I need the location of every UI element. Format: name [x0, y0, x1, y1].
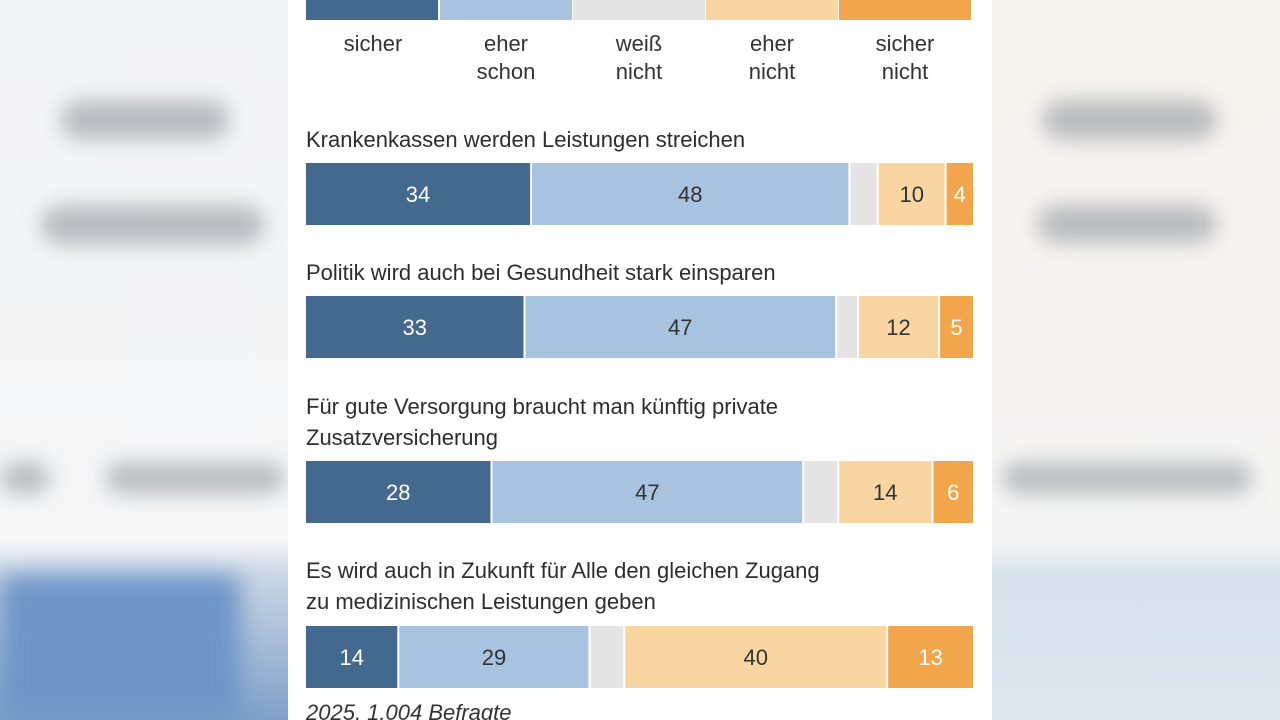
question-label: Krankenkassen werden Leistungen streiche…: [306, 127, 746, 152]
legend-label-eher_schon: eher schon: [476, 31, 536, 84]
legend-swatch-sicher_nicht: [839, 0, 971, 20]
data-label-sicher_nicht: 13: [918, 645, 942, 670]
data-label-sicher_nicht: 5: [950, 315, 962, 340]
data-label-sicher: 28: [386, 480, 410, 505]
bar-segment-sicher: [306, 461, 491, 523]
data-label-sicher_nicht: 4: [954, 182, 966, 207]
background-right: [992, 0, 1280, 720]
bar-segment-eher_schon: [399, 626, 589, 688]
bar-segment-sicher_nicht: [946, 163, 973, 225]
blurred-text: [1042, 100, 1217, 140]
stacked-bar: 14 29 40 13: [306, 626, 973, 688]
bar-segment-sicher_nicht: [940, 296, 973, 358]
question-label: Es wird auch in Zukunft für Alle den gle…: [306, 558, 820, 614]
bar-segment-eher_schon: [492, 461, 803, 523]
bar-segment-eher_schon: [525, 296, 836, 358]
question-label: Für gute Versorgung braucht man künftig …: [306, 394, 779, 450]
bar-segment-sicher: [306, 163, 531, 225]
data-label-eher_nicht: 12: [886, 315, 910, 340]
data-label-eher_schon: 47: [635, 480, 659, 505]
data-label-sicher: 34: [406, 182, 430, 207]
bar-segment-eher_schon: [532, 163, 849, 225]
bar-segment-weiss_nicht: [804, 461, 838, 523]
bar-segment-eher_nicht: [859, 296, 939, 358]
data-label-eher_schon: 29: [482, 645, 506, 670]
bar-segment-weiss_nicht: [850, 163, 877, 225]
legend-label-eher_nicht: eher nicht: [748, 31, 796, 84]
data-label-eher_schon: 48: [678, 182, 702, 207]
data-label-eher_nicht: 40: [743, 645, 767, 670]
bar-segment-sicher_nicht: [933, 461, 973, 523]
data-label-sicher_nicht: 6: [947, 480, 959, 505]
bar-segment-sicher: [306, 626, 398, 688]
bar-segment-sicher_nicht: [888, 626, 973, 688]
legend-swatch-sicher: [306, 0, 438, 20]
stacked-bar: 34 48 10 4: [306, 163, 973, 225]
stacked-bar: 28 47 14 6: [306, 461, 973, 523]
data-label-eher_nicht: 14: [873, 480, 897, 505]
legend-label-sicher: sicher: [343, 31, 403, 56]
blurred-text: [60, 100, 230, 140]
question-label: Politik wird auch bei Gesundheit stark e…: [306, 260, 776, 285]
legend-swatch-eher_nicht: [706, 0, 838, 20]
legend-label-weiss_nicht: weiß nicht: [615, 31, 663, 84]
chart-panel: sicher eher schon weiß nicht eher nicht sicher n…: [288, 0, 992, 720]
bar-segment-eher_nicht: [839, 461, 932, 523]
data-label-eher_nicht: 10: [899, 182, 923, 207]
data-label-sicher: 33: [402, 315, 426, 340]
blurred-text: [0, 462, 50, 494]
blurred-text: [40, 205, 265, 245]
bar-segment-eher_nicht: [625, 626, 887, 688]
legend-color-strip: [306, 0, 971, 20]
bar-segment-weiss_nicht: [837, 296, 857, 358]
data-label-eher_schon: 47: [668, 315, 692, 340]
blurred-text: [105, 462, 285, 494]
blurred-text: [1002, 462, 1252, 494]
blurred-text: [1037, 205, 1217, 243]
bar-segment-eher_nicht: [878, 163, 945, 225]
blurred-image: [0, 575, 240, 720]
legend-label-sicher_nicht: sicher nicht: [875, 31, 935, 84]
background-left: [0, 0, 290, 720]
legend-swatch-eher_schon: [440, 0, 572, 20]
bar-segment-weiss_nicht: [590, 626, 624, 688]
source-note: 2025, 1.004 Befragte: [306, 700, 512, 720]
bar-segment-sicher: [306, 296, 524, 358]
data-label-sicher: 14: [339, 645, 363, 670]
stacked-bar: 33 47 12 5: [306, 296, 973, 358]
legend-swatch-weiss_nicht: [573, 0, 705, 20]
